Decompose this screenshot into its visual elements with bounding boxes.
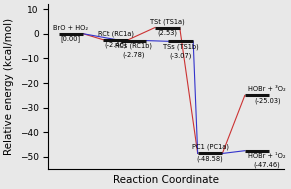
Text: (-3.07): (-3.07) <box>170 52 192 59</box>
Text: RCs (RC1b): RCs (RC1b) <box>115 43 152 49</box>
Text: HOBr + ¹O₂: HOBr + ¹O₂ <box>249 153 286 159</box>
Text: RCt (RC1a): RCt (RC1a) <box>98 30 134 37</box>
Y-axis label: Relative energy (kcal/mol): Relative energy (kcal/mol) <box>4 18 14 155</box>
Text: (-25.03): (-25.03) <box>254 97 281 104</box>
Text: PC1 (PC1a): PC1 (PC1a) <box>191 144 228 150</box>
Text: (-47.46): (-47.46) <box>254 162 281 168</box>
Text: BrO + HO₂: BrO + HO₂ <box>53 25 88 31</box>
Text: TSt (TS1a): TSt (TS1a) <box>150 18 185 25</box>
Text: TSs (TS1b): TSs (TS1b) <box>163 43 199 50</box>
Text: (2.53): (2.53) <box>157 29 178 36</box>
X-axis label: Reaction Coordinate: Reaction Coordinate <box>113 175 219 185</box>
Text: (-48.58): (-48.58) <box>197 155 223 162</box>
Text: [0.00]: [0.00] <box>61 36 81 43</box>
Text: (-2.46): (-2.46) <box>104 42 127 48</box>
Text: (-2.78): (-2.78) <box>123 52 145 58</box>
Text: HOBr + ³O₂: HOBr + ³O₂ <box>248 86 286 92</box>
